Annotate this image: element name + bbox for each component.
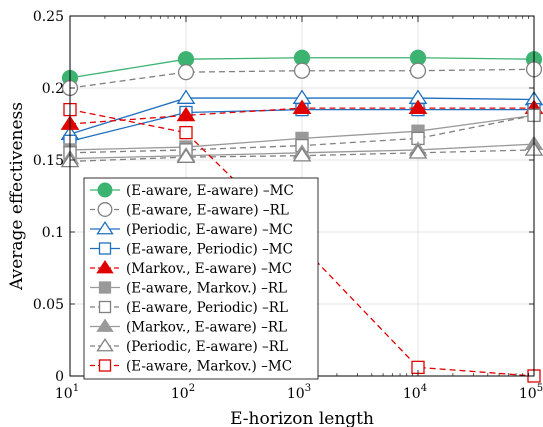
legend-marker: [97, 202, 113, 217]
y-tick-label: 0: [55, 369, 64, 385]
legend-marker: [98, 300, 112, 314]
legend-label: (Markov., E-aware) –MC: [126, 261, 292, 277]
data-point: [293, 62, 311, 79]
legend-label: (E-aware, Periodic) –RL: [126, 300, 288, 316]
x-tick-label: 105: [519, 383, 543, 402]
legend-marker: [96, 318, 114, 332]
legend-marker: [96, 337, 114, 352]
legend-label: (E-aware, E-aware) –RL: [126, 203, 289, 219]
legend-marker: [96, 259, 114, 274]
legend-item: (E-aware, Periodic) –RL: [90, 300, 288, 316]
legend-item: (E-aware, Markov.) –MC: [90, 359, 292, 375]
legend-label: (E-aware, Markov.) –RL: [126, 281, 287, 297]
x-tick-label: 103: [287, 383, 311, 402]
data-point: [408, 99, 428, 115]
legend-label: (E-aware, Markov.) –MC: [126, 359, 292, 375]
data-point: [292, 99, 312, 115]
legend-marker: [98, 359, 112, 372]
legend-label: (Markov., E-aware) –RL: [126, 320, 287, 336]
x-tick-label: 102: [171, 383, 195, 402]
legend-marker: [98, 242, 112, 255]
legend-label: (E-aware, Periodic) –MC: [126, 242, 293, 258]
data-point: [177, 64, 195, 81]
x-tick-label: 104: [403, 383, 427, 402]
y-tick-label: 0.1: [42, 225, 64, 241]
y-tick-label: 0.25: [33, 9, 64, 25]
legend-label: (Periodic, E-aware) –MC: [126, 222, 293, 238]
legend-label: (Periodic, E-aware) –RL: [126, 339, 288, 355]
y-axis-label: Average effectiveness: [7, 102, 27, 291]
data-point: [292, 147, 312, 162]
y-tick-label: 0.2: [42, 81, 64, 97]
y-tick-label: 0.15: [33, 153, 64, 169]
legend-box: [83, 177, 319, 380]
legend-item: (Markov., E-aware) –MC: [90, 259, 292, 277]
x-axis-label: E-horizon length: [230, 409, 374, 427]
x-tick-label: 101: [55, 383, 79, 402]
data-point: [176, 89, 196, 104]
data-point: [179, 125, 193, 140]
data-point: [176, 106, 196, 122]
legend: (E-aware, E-aware) –MC (E-aware, E-aware)…: [83, 177, 319, 380]
legend-marker: [97, 182, 113, 198]
legend-marker: [96, 220, 114, 235]
y-tick-label: 0.05: [33, 297, 64, 313]
legend-item: (Periodic, E-aware) –RL: [90, 337, 288, 355]
legend-item: (E-aware, E-aware) –MC: [90, 182, 294, 199]
legend-marker: [98, 281, 112, 294]
data-point: [409, 62, 427, 79]
legend-item: (E-aware, E-aware) –RL: [90, 202, 289, 219]
legend-item: (E-aware, Markov.) –RL: [90, 281, 287, 297]
legend-label: (E-aware, E-aware) –MC: [126, 183, 294, 199]
legend-item: (Markov., E-aware) –RL: [90, 318, 287, 336]
data-point: [176, 148, 196, 163]
data-point: [408, 144, 428, 159]
legend-item: (E-aware, Periodic) –MC: [90, 242, 293, 258]
legend-item: (Periodic, E-aware) –MC: [90, 220, 293, 238]
